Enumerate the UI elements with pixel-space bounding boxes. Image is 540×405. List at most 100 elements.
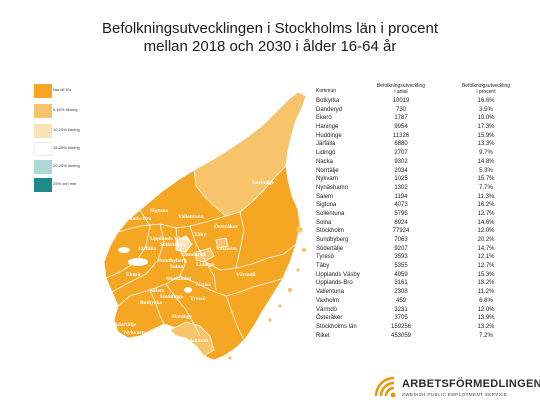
cell-kommun: Österåker xyxy=(316,315,343,322)
cell-kommun: Solna xyxy=(316,219,332,226)
table-row: Haninge 9954 17.3% xyxy=(308,123,530,132)
legend-item: 25% och mer xyxy=(34,178,94,192)
cell-kommun: Upplands Väsby xyxy=(316,271,360,278)
cell-kommun: Värmdö xyxy=(316,306,338,313)
table-row: Botkyrka 10019 16.6% xyxy=(308,97,530,106)
table-row: Järfälla 6880 13.3% xyxy=(308,140,530,149)
cell-antal: 10019 xyxy=(392,98,410,104)
cell-antal: 9207 xyxy=(394,245,408,252)
legend-swatch xyxy=(34,160,52,174)
map-label-lidingo: Lidingö xyxy=(196,262,215,268)
table-row: Södertälje 9207 14.7% xyxy=(308,245,530,254)
map-label-ekero: Ekerö xyxy=(126,272,141,278)
cell-antal: 5355 xyxy=(394,263,408,270)
cell-kommun: Sigtuna xyxy=(316,202,337,209)
cell-antal: 1194 xyxy=(394,193,408,200)
cell-kommun: Botkyrka xyxy=(316,98,340,104)
cell-procent: 13.2% xyxy=(477,323,495,330)
header-procent-line1: Befolkningsutveckling xyxy=(461,83,511,89)
cell-antal: 4073 xyxy=(394,202,408,209)
table-row: Nacka 9302 14.8% xyxy=(308,158,530,167)
water-bodies xyxy=(118,247,192,293)
table-row: Huddinge 11326 15.9% xyxy=(308,132,530,141)
map-label-taby: Täby xyxy=(194,232,206,238)
logo-subtitle: SWEDISH PUBLIC EMPLOYMENT SERVICE xyxy=(402,392,508,397)
cell-procent: 16.2% xyxy=(477,202,495,209)
cell-procent: 17.3% xyxy=(477,124,495,131)
title-line-2: mellan 2018 och 2030 i ålder 16-64 år xyxy=(143,38,397,55)
table-row: Täby 5355 12.7% xyxy=(308,262,530,271)
map-label-sigtuna: Sigtuna xyxy=(150,208,168,214)
map-label-botkyrka: Botkyrka xyxy=(140,300,163,306)
legend-label: 5-10% ökning xyxy=(53,107,78,112)
map-label-stockholm: Stockholm xyxy=(166,276,191,282)
cell-procent: 7.7% xyxy=(479,184,493,191)
legend-swatch xyxy=(34,124,52,138)
archipelago-islands xyxy=(227,226,307,361)
table-row: Värmdö 3231 12.0% xyxy=(308,306,530,315)
cell-kommun: Tyresö xyxy=(316,254,335,261)
cell-kommun: Nacka xyxy=(316,158,334,165)
cell-kommun: Täby xyxy=(316,263,330,270)
cell-procent: 12.0% xyxy=(477,228,495,235)
map-label-sodertalje: Södertälje xyxy=(112,322,137,328)
cell-procent: 3.5% xyxy=(479,106,493,113)
map-label-osteraker: Österåker xyxy=(214,223,238,230)
map-label-haninge: Haninge xyxy=(172,314,192,320)
table-row: Vaxholm 459 6.6% xyxy=(308,297,530,306)
cell-antal: 5795 xyxy=(394,210,408,217)
population-table: Kommun Befolkningsutveckling i antal Bef… xyxy=(308,83,530,339)
cell-kommun: Nynäshamn xyxy=(316,184,349,191)
cell-procent: 13.3% xyxy=(477,141,495,148)
cell-kommun: Ekerö xyxy=(316,115,332,122)
cell-antal: 730 xyxy=(395,106,406,113)
cell-antal: 3231 xyxy=(394,306,408,313)
cell-antal: 2034 xyxy=(394,167,408,174)
cell-antal: 1302 xyxy=(394,184,408,191)
table-row: Österåker 3705 13.9% xyxy=(308,314,530,323)
cell-procent: 18.2% xyxy=(477,280,495,287)
cell-procent: 5.3% xyxy=(479,167,493,174)
map-label-varmdo: Värmdö xyxy=(236,272,256,278)
map-label-salem: Salem xyxy=(150,288,165,294)
table-row: Danderyd 730 3.5% xyxy=(308,106,530,115)
cell-procent: 15.7% xyxy=(477,176,495,183)
map-label-danderyd: Danderyd xyxy=(182,252,206,258)
table-row: Nykvarn 1025 15.7% xyxy=(308,175,530,184)
logo-name: ARBETSFÖRMEDLINGEN xyxy=(402,378,540,390)
cell-antal: 4959 xyxy=(394,271,408,278)
cell-procent: 16.6% xyxy=(477,98,495,104)
cell-procent: 15.9% xyxy=(477,132,495,139)
table-row: Riket 453059 7.2% xyxy=(308,332,530,341)
cell-procent: 7.2% xyxy=(479,332,493,339)
cell-kommun: Norrtälje xyxy=(316,167,339,174)
cell-kommun: Nykvarn xyxy=(316,176,339,183)
cell-procent: 12.0% xyxy=(477,306,495,313)
region-danderyd xyxy=(175,235,193,253)
map-label-upplands-bro: Upplands-Bro xyxy=(118,216,151,222)
legend-swatch xyxy=(34,142,52,156)
cell-procent: 15.3% xyxy=(477,271,495,278)
cell-antal: 3593 xyxy=(394,254,408,261)
cell-antal: 9302 xyxy=(394,158,408,165)
map-label-nykvarn: Nykvarn xyxy=(124,330,145,336)
map-label-sollentuna: Sollentuna xyxy=(160,242,185,248)
cell-kommun: Danderyd xyxy=(316,106,343,113)
map-label-vaxholm: Vaxholm xyxy=(216,246,237,252)
cell-kommun: Vaxholm xyxy=(316,297,339,304)
cell-antal: 1025 xyxy=(394,176,408,183)
legend-swatch xyxy=(34,178,52,192)
legend-swatch xyxy=(34,104,52,118)
table-row: Upplands Väsby 4959 15.3% xyxy=(308,271,530,280)
cell-kommun: Järfälla xyxy=(316,141,336,148)
header-procent: Befolkningsutveckling i procent xyxy=(446,83,526,95)
header-antal-line1: Befolkningsutveckling xyxy=(376,83,426,89)
legend-swatch xyxy=(34,84,52,98)
map-label-upplands-vasby: Upplands Väsby xyxy=(150,236,189,242)
table-row: Stockholm 77924 12.0% xyxy=(308,227,530,236)
cell-antal: 3161 xyxy=(394,280,408,287)
map-label-vallentuna: Vallentuna xyxy=(178,214,204,220)
arbetsformedlingen-logo: ARBETSFÖRMEDLINGEN SWEDISH PUBLIC EMPLOY… xyxy=(374,372,540,402)
table-row: Vallentuna 2308 11.2% xyxy=(308,288,530,297)
legend-label: 10-15% ökning xyxy=(53,127,80,132)
